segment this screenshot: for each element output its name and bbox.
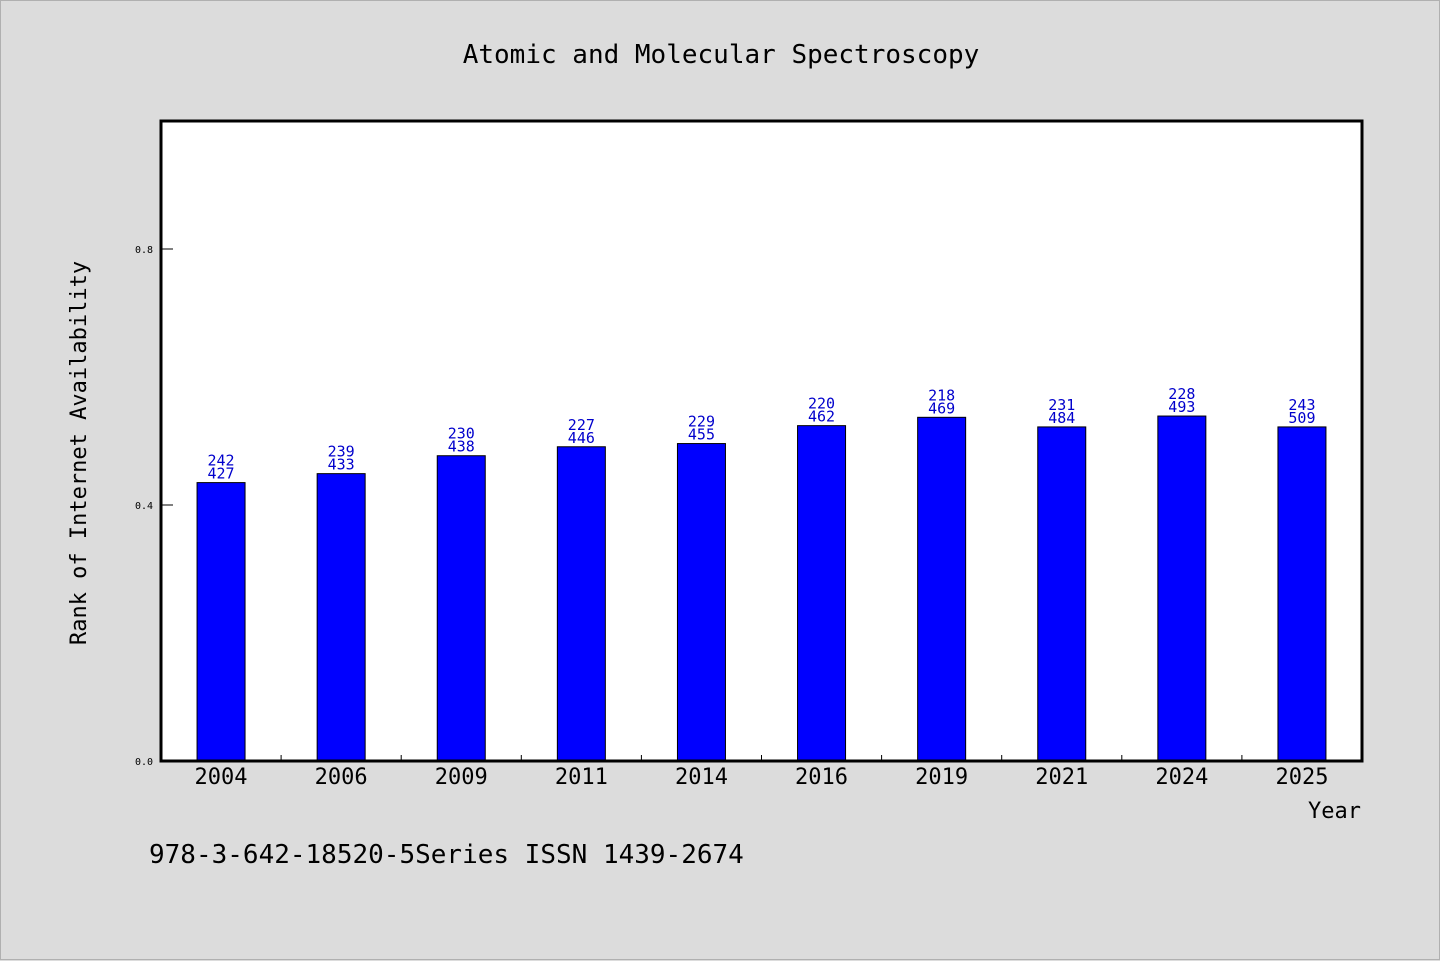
data-label-top-2019: 218	[928, 386, 955, 404]
data-label-top-2024: 228	[1168, 385, 1195, 403]
data-label-top-2004: 242	[208, 452, 235, 470]
data-label-bottom-2004: 427	[208, 465, 235, 483]
plot-border	[159, 119, 1364, 763]
y-tick-label: 0.4	[135, 501, 153, 512]
bar-2021	[1037, 426, 1087, 762]
bar-2016	[797, 425, 847, 762]
data-label-bottom-2009: 438	[448, 438, 475, 456]
x-tick-label-2014: 2014	[675, 765, 728, 790]
data-label-bottom-2016: 462	[808, 408, 835, 426]
bar-2019	[917, 416, 967, 762]
x-tick-label-2009: 2009	[435, 765, 488, 790]
x-tick-label-2016: 2016	[795, 765, 848, 790]
bar-2025	[1277, 426, 1327, 762]
data-label-bottom-2019: 469	[928, 399, 955, 417]
y-axis-label: Rank of Internet Availability	[67, 261, 92, 645]
bar-2006	[316, 473, 366, 762]
data-label-bottom-2014: 455	[688, 426, 715, 444]
data-label-top-2025: 243	[1288, 396, 1315, 414]
x-tick-label-2011: 2011	[555, 765, 608, 790]
y-tick-label: 0.8	[135, 245, 153, 256]
data-label-top-2009: 230	[448, 425, 475, 443]
data-label-bottom-2006: 433	[328, 456, 355, 474]
x-tick-label-2024: 2024	[1155, 765, 1208, 790]
bar-2024	[1157, 415, 1207, 762]
x-tick-label-2004: 2004	[195, 765, 248, 790]
bar-2009	[436, 455, 486, 762]
bars-group: 2424272394332304382274462294552204622184…	[196, 385, 1327, 762]
data-label-top-2014: 229	[688, 413, 715, 431]
data-label-top-2016: 220	[808, 395, 835, 413]
x-tick-label-2021: 2021	[1035, 765, 1088, 790]
x-tick-label-2019: 2019	[915, 765, 968, 790]
data-label-top-2021: 231	[1048, 396, 1075, 414]
x-tick-label-2025: 2025	[1275, 765, 1328, 790]
data-label-bottom-2021: 484	[1048, 409, 1075, 427]
x-ticks-group: 2004 2006 2009 2011 2014 2016 2019 2021 2024 2025	[195, 755, 1328, 790]
data-label-bottom-2025: 509	[1288, 409, 1315, 427]
x-tick-label-2006: 2006	[315, 765, 368, 790]
x-axis-label: Year	[1308, 799, 1361, 824]
bar-2014	[676, 443, 726, 762]
bar-2004	[196, 482, 246, 762]
data-label-top-2006: 239	[328, 443, 355, 461]
footer-isbn-text: 978-3-642-18520-5Series ISSN 1439-2674	[149, 840, 744, 870]
bar-2011	[556, 446, 606, 762]
y-tick-label: 0.0	[135, 757, 153, 768]
data-label-top-2011: 227	[568, 416, 595, 434]
chart-title: Atomic and Molecular Spectroscopy	[463, 40, 980, 70]
data-label-bottom-2024: 493	[1168, 398, 1195, 416]
data-label-bottom-2011: 446	[568, 429, 595, 447]
